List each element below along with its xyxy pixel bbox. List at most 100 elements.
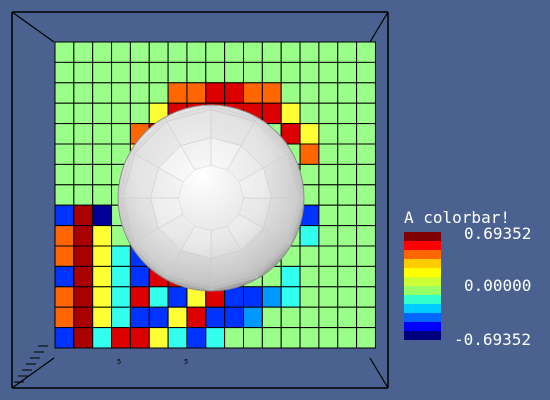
grid-cell [129, 102, 150, 125]
grid-cell [337, 245, 358, 267]
grid-cell [73, 82, 94, 104]
grid-cell [129, 306, 150, 329]
grid-cell [92, 61, 113, 84]
grid-cell [92, 41, 113, 63]
grid-cell [54, 163, 75, 186]
colorbar-swatch [404, 313, 441, 322]
grid-cell [356, 123, 376, 145]
grid-cell [299, 245, 320, 267]
grid-cell [54, 143, 75, 165]
colorbar-swatch [404, 295, 441, 304]
colorbar-swatch [404, 250, 441, 259]
grid-cell [92, 286, 113, 308]
grid-cell [129, 265, 150, 288]
grid-cell [92, 265, 113, 288]
grid-cell [337, 184, 358, 206]
grid-cell [356, 143, 376, 165]
grid-cell [92, 143, 113, 165]
grid-cell [148, 41, 169, 63]
grid-cell [92, 184, 113, 206]
grid-cell [224, 41, 244, 63]
grid-cell [318, 306, 339, 329]
grid-cell [129, 327, 150, 349]
grid-cell [337, 102, 358, 125]
sphere-facets [118, 105, 304, 291]
grid-cell [280, 327, 301, 349]
grid-cell [111, 102, 131, 125]
grid-cell [73, 306, 94, 329]
colorbar-swatch [404, 268, 441, 277]
grid-cell [318, 61, 339, 84]
grid-cell [318, 286, 339, 308]
colorbar [404, 232, 441, 340]
grid-cell [243, 41, 263, 63]
grid-cell [261, 82, 282, 104]
grid-cell [337, 265, 358, 288]
grid-cell [261, 102, 282, 125]
grid-cell [92, 225, 113, 247]
axis-tick-label: 5 [184, 358, 188, 366]
grid-cell [224, 82, 244, 104]
grid-cell [356, 61, 376, 84]
grid-cell [54, 306, 75, 329]
grid-cell [318, 265, 339, 288]
grid-cell [318, 245, 339, 267]
colorbar-swatch [404, 277, 441, 286]
grid-cell [111, 265, 131, 288]
grid-cell [186, 61, 207, 84]
grid-cell [261, 41, 282, 63]
grid-cell [261, 327, 282, 349]
grid-cell [205, 82, 226, 104]
grid-cell [129, 41, 150, 63]
grid-cell [205, 327, 226, 349]
grid-cell [111, 286, 131, 308]
grid-cell [129, 61, 150, 84]
colorbar-swatch [404, 286, 441, 295]
grid-cell [129, 286, 150, 308]
grid-cell [299, 41, 320, 63]
grid-cell [299, 225, 320, 247]
colorbar-max-label: 0.69352 [464, 224, 532, 243]
grid-cell [205, 306, 226, 329]
grid-cell [337, 306, 358, 329]
grid-cell [111, 123, 131, 145]
grid-cell [299, 327, 320, 349]
grid-cell [356, 184, 376, 206]
grid-cell [337, 41, 358, 63]
grid-cell [318, 225, 339, 247]
grid-cell [167, 327, 188, 349]
sphere-body[interactable] [117, 104, 305, 292]
grid-cell [54, 265, 75, 288]
grid-cell [337, 123, 358, 145]
grid-cell [299, 82, 320, 104]
grid-cell [337, 327, 358, 349]
grid-cell [299, 102, 320, 125]
colorbar-swatch [404, 241, 441, 250]
grid-cell [318, 102, 339, 125]
grid-cell [73, 225, 94, 247]
grid-cell [54, 245, 75, 267]
grid-cell [92, 306, 113, 329]
grid-cell [167, 286, 188, 308]
grid-cell [148, 61, 169, 84]
grid-cell [356, 265, 376, 288]
grid-cell [111, 61, 131, 84]
grid-cell [167, 82, 188, 104]
axis-tick-label: 5 [117, 358, 121, 366]
grid-cell [243, 327, 263, 349]
grid-cell [318, 163, 339, 186]
grid-cell [54, 82, 75, 104]
grid-cell [73, 265, 94, 288]
grid-cell [299, 286, 320, 308]
grid-cell [111, 41, 131, 63]
grid-cell [148, 306, 169, 329]
grid-cell [261, 286, 282, 308]
sphere[interactable] [117, 104, 305, 292]
grid-cell [318, 143, 339, 165]
grid-cell [186, 82, 207, 104]
grid-cell [186, 41, 207, 63]
grid-cell [54, 102, 75, 125]
grid-cell [54, 286, 75, 308]
